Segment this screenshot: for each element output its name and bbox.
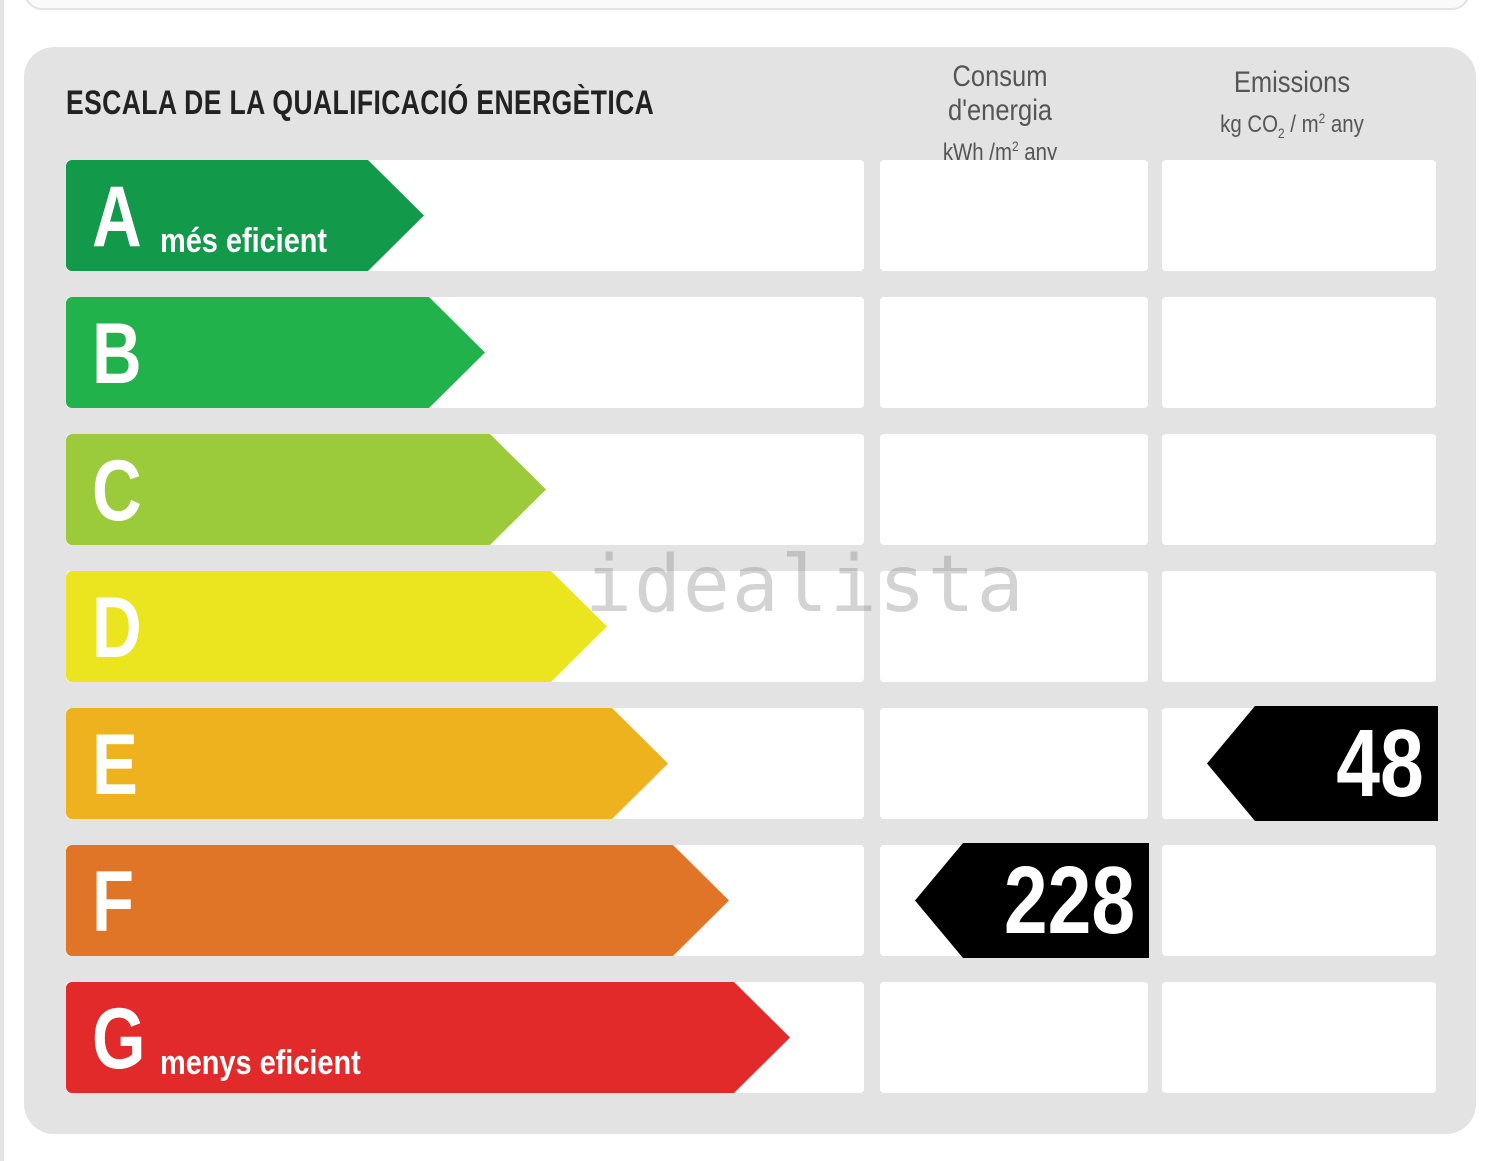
rating-sublabel-g: menys eficient bbox=[160, 1044, 361, 1082]
emissions-value: 48 bbox=[1336, 710, 1424, 817]
rating-letter-b: B bbox=[92, 306, 142, 402]
emissions-column-label: Emissions bbox=[1233, 66, 1351, 99]
rating-letter-a: A bbox=[92, 169, 142, 265]
consumption-value: 228 bbox=[1003, 847, 1135, 954]
consumption-cell-b bbox=[880, 297, 1148, 408]
rating-sublabel-a: més eficient bbox=[160, 222, 328, 260]
consumption-cell-e bbox=[880, 708, 1148, 819]
consumption-value-tag: 228 bbox=[915, 843, 1149, 958]
emissions-cell-d bbox=[1162, 571, 1436, 682]
rating-arrow-c bbox=[66, 434, 546, 545]
rating-letter-c: C bbox=[92, 443, 142, 539]
rating-arrow-d bbox=[66, 571, 607, 682]
emissions-column-unit: kg CO2 / m2 any bbox=[1220, 110, 1364, 141]
rating-arrow-g bbox=[66, 982, 790, 1093]
emissions-value-tag: 48 bbox=[1207, 706, 1438, 821]
rating-arrow-b bbox=[66, 297, 485, 408]
rating-arrow-f bbox=[66, 845, 729, 956]
left-edge-line bbox=[0, 0, 4, 1161]
consumption-column-header: Consum d'energia kWh /m2 any bbox=[898, 60, 1102, 167]
rating-letter-d: D bbox=[92, 580, 142, 676]
consumption-cell-g bbox=[880, 982, 1148, 1093]
emissions-cell-f bbox=[1162, 845, 1436, 956]
emissions-cell-a bbox=[1162, 160, 1436, 271]
energy-scale-title: ESCALA DE LA QUALIFICACIÓ ENERGÈTICA bbox=[66, 84, 655, 122]
emissions-column-header: Emissions kg CO2 / m2 any bbox=[1190, 66, 1394, 141]
previous-section-edge bbox=[24, 0, 1470, 10]
rating-letter-e: E bbox=[92, 717, 138, 813]
rating-arrow-e bbox=[66, 708, 668, 819]
consumption-cell-a bbox=[880, 160, 1148, 271]
rating-arrow-a bbox=[66, 160, 424, 271]
consumption-column-label: Consum d'energia bbox=[947, 60, 1053, 127]
consumption-cell-d bbox=[880, 571, 1148, 682]
rating-letter-g: G bbox=[92, 991, 146, 1087]
emissions-cell-c bbox=[1162, 434, 1436, 545]
consumption-cell-c bbox=[880, 434, 1148, 545]
watermark-text: idealista bbox=[585, 540, 1026, 630]
emissions-cell-g bbox=[1162, 982, 1436, 1093]
emissions-cell-b bbox=[1162, 297, 1436, 408]
rating-letter-f: F bbox=[92, 854, 135, 950]
